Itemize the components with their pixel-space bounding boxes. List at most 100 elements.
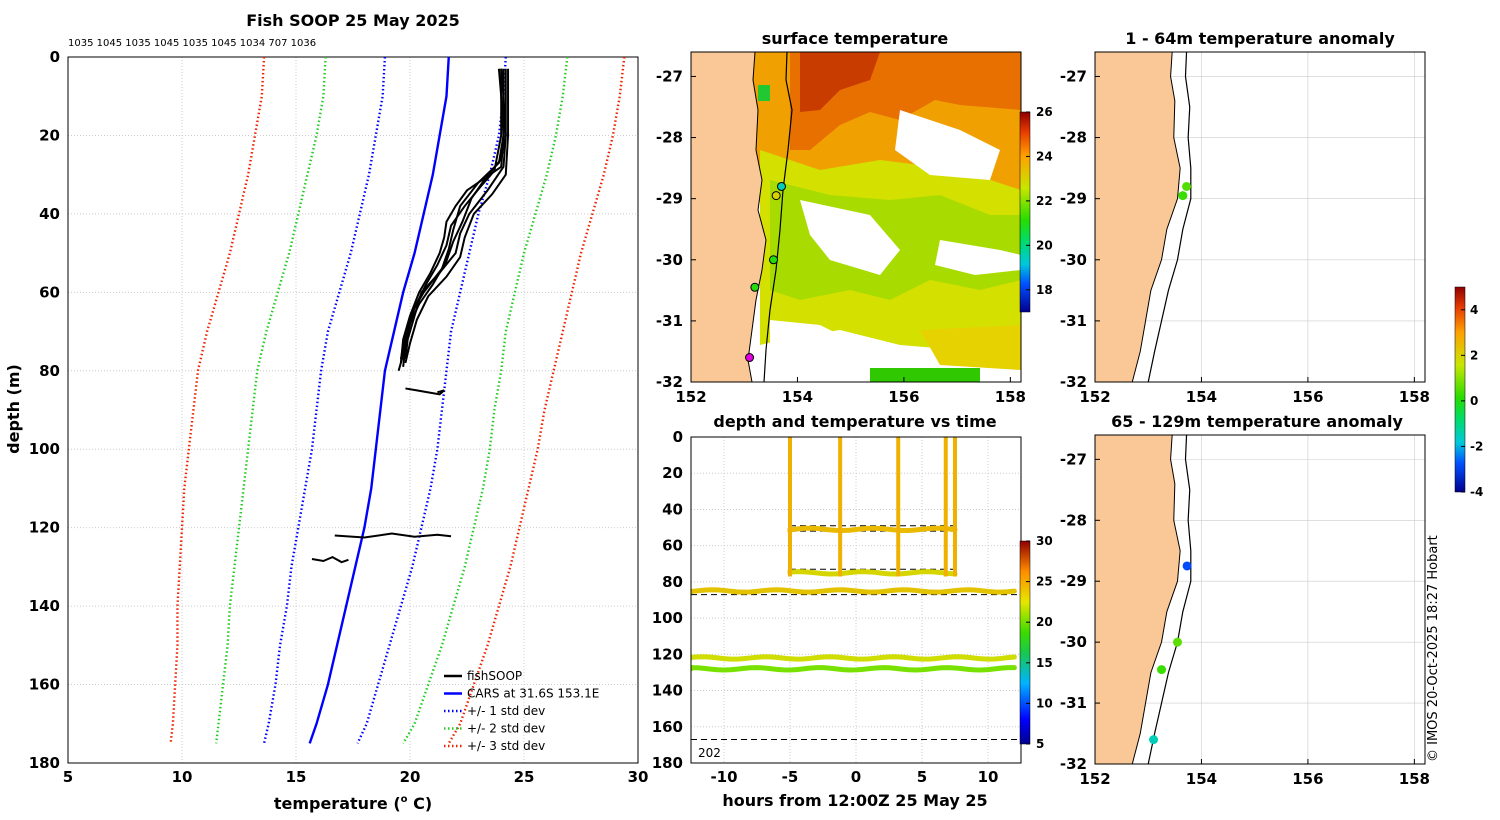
profile-x-tick-label: 15 [286,768,307,786]
map-y-tick-label: -30 [1060,633,1087,651]
sst-colorbar-ticks: 26 24 22 20 18 [1026,105,1053,297]
depth-time-y-tick-label: 140 [652,682,683,700]
map-x-tick-label: 158 [1399,770,1430,788]
depth-time-bottom-depth-label: 202 [698,746,721,760]
profile-series-line [447,56,626,744]
depth-time-y-tick-label: 180 [652,754,683,772]
profile-subtitle: 1035 1045 1035 1045 1035 1045 1034 707 1… [68,38,316,49]
credit-text: © IMOS 20-Oct-2025 18:27 Hobart [1426,535,1441,762]
depth-time-y-tick-label: 120 [652,645,683,663]
map-y-tick-label: -30 [1060,251,1087,269]
depth-time-panel: depth and temperature vs time 202 -10 -5 0… [652,412,1053,810]
profile-x-tick-label: 25 [514,768,535,786]
anomaly-point [1182,561,1192,571]
profile-y-tick-label: 100 [29,440,60,458]
coastline [1131,52,1181,382]
anomaly-deep-x-ticks: 152 154 156 158 [1079,759,1430,788]
map-y-tick-label: -27 [1060,67,1087,85]
profile-x-tick-label: 20 [400,768,421,786]
anomaly-deep-panel: 65 - 129m temperature anomaly 152 154 156 1… [1060,412,1430,788]
anomaly-colorbar-tick-label: 2 [1470,348,1478,362]
depth-time-x-label: hours from 12:00Z 25 May 25 [722,791,987,810]
legend-label: fishSOOP [467,669,522,683]
sst-dark-core [800,52,880,112]
profile-x-tick-label: 5 [63,768,73,786]
sst-cloud-gap [895,110,1000,180]
legend-label: +/- 1 std dev [467,704,545,718]
profile-y-tick-label: 180 [29,754,60,772]
map-y-tick-label: -29 [1060,190,1087,208]
depth-time-x-ticks: -10 -5 0 5 10 [710,768,998,786]
anomaly-shallow-map [1095,52,1425,382]
map-x-tick-label: 154 [1186,770,1217,788]
sst-colorbar-tick-label: 24 [1036,149,1053,163]
profile-grid [67,56,639,764]
depth-time-x-tick-label: 10 [978,768,999,786]
depth-time-y-tick-label: 160 [652,718,683,736]
profile-lines [169,56,626,744]
anomaly-shallow-x-ticks: 152 154 156 158 [1079,377,1430,406]
depth-time-colorbar-tick-label: 15 [1036,656,1053,670]
anomaly-shallow-points [1178,181,1192,201]
map-x-tick-label: 156 [1292,770,1323,788]
depth-time-track [787,525,958,534]
profile-series-line [308,56,450,744]
anomaly-shallow-title: 1 - 64m temperature anomaly [1125,29,1395,48]
land-area [1095,435,1181,764]
legend-label: CARS at 31.6S 153.1E [467,687,599,701]
profile-y-tick-label: 120 [29,519,60,537]
depth-time-x-tick-label: -5 [782,768,799,786]
map-y-tick-label: -31 [656,312,683,330]
profile-y-tick-label: 0 [50,48,60,66]
anomaly-point [1149,735,1159,745]
legend-label: +/- 3 std dev [467,739,545,753]
map-y-tick-label: -28 [1060,129,1087,147]
sst-south-yellow [920,325,1021,370]
anomaly-deep-map [1095,435,1425,764]
map-y-tick-label: -29 [656,190,683,208]
profile-x-ticks: 5 10 15 20 25 30 [63,768,649,786]
anomaly-colorbar-tick-label: -4 [1470,485,1483,499]
coastline [1131,435,1181,764]
map-y-tick-label: -32 [656,373,683,391]
map-y-tick-label: -31 [1060,694,1087,712]
sst-stations [745,181,786,363]
profile-y-label: depth (m) [4,364,23,454]
depth-time-colorbar [1019,540,1031,745]
profile-title: Fish SOOP 25 May 2025 [246,11,460,30]
map-y-tick-label: -32 [1060,373,1087,391]
shelf-contour [1147,435,1192,764]
map-x-tick-label: 152 [1079,388,1110,406]
anomaly-deep-points [1149,561,1192,745]
depth-time-y-ticks: 0 20 40 60 80 100 120 140 160 180 [652,428,683,772]
sst-x-ticks: 152 154 156 158 [675,377,1026,406]
map-x-tick-label: 154 [782,388,813,406]
profile-x-tick-label: 30 [628,768,649,786]
profile-y-tick-label: 160 [29,676,60,694]
sst-colorbar-tick-label: 22 [1036,194,1053,208]
sst-south-green [870,368,980,382]
land-area [1095,52,1181,382]
profile-y-tick-label: 140 [29,597,60,615]
profile-x-tick-label: 10 [172,768,193,786]
anomaly-shallow-axes-box [1094,51,1426,383]
depth-time-x-tick-label: 5 [917,768,927,786]
shelf-contour [1147,52,1192,382]
anomaly-colorbar-tick-label: -2 [1470,439,1483,453]
sst-station-marker [745,353,755,363]
profile-series-line [402,56,569,744]
profile-series-line [215,56,327,744]
depth-time-y-tick-label: 80 [662,573,683,591]
map-x-tick-label: 152 [1079,770,1110,788]
sst-land [691,52,766,382]
depth-time-y-tick-label: 100 [652,609,683,627]
depth-time-y-tick-label: 60 [662,537,683,555]
sst-panel: surface temperature 152 154 156 158 -27-28-… [656,29,1053,406]
anomaly-point [1173,637,1182,647]
profile-fishsoop-casts [311,68,510,564]
depth-time-colorbar-tick-label: 30 [1036,534,1053,548]
depth-time-colorbar-tick-label: 20 [1036,615,1053,629]
fishsoop-cast-line [404,68,510,364]
map-y-tick-label: -29 [1060,572,1087,590]
map-x-tick-label: 158 [995,388,1026,406]
